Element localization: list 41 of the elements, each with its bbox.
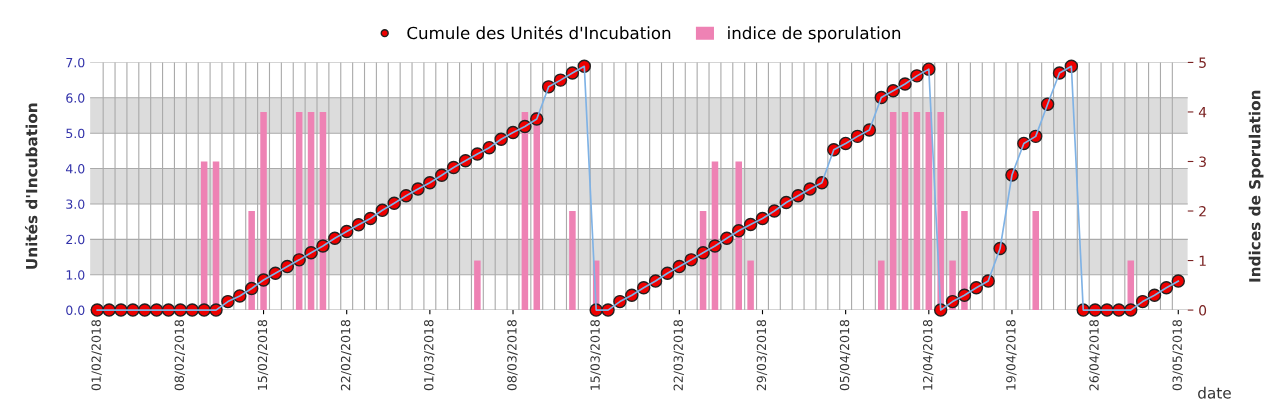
x-tick-label: 03/05/2018 [1172,319,1183,391]
x-tick-label: 15/03/2018 [590,319,601,390]
y2-tick-label: 0 [1199,305,1207,316]
legend-label: indice de sporulation [728,26,901,43]
y2-tick-label: 5 [1199,57,1206,68]
legend-label: Cumule des Unités d'Incubation [407,25,671,40]
y-tick-label: 3.0 [66,199,85,209]
x-tick-label: 08/02/2018 [174,319,185,391]
y2-axis-title: Indices de Sporulation [1248,90,1264,282]
y2-tick-label: 1 [1199,255,1206,266]
bar [747,260,754,311]
bar [569,211,576,311]
bar [901,111,909,311]
x-tick-label: 22/03/2018 [673,319,684,391]
x-tick-label: 15/02/2018 [257,319,269,390]
y-tick-label: 7.0 [66,57,85,68]
x-tick-label: 29/03/2018 [756,319,768,391]
y-tick-label: 1.0 [66,270,85,280]
y-tick-label: 5.0 [66,128,85,139]
y2-tick-label: 3 [1199,156,1206,167]
y2-tick-label: 4 [1198,107,1207,118]
bar [474,260,481,311]
x-axis-title: date [1198,386,1231,399]
x-tick-label: 12/04/2018 [922,319,934,390]
bar [889,111,897,311]
y-tick-label: 6.0 [66,93,85,103]
x-tick-label: 01/02/2018 [91,319,102,391]
y-tick-label: 0.0 [66,305,85,316]
bar [878,260,885,311]
x-tick-label: 22/02/2018 [340,319,352,391]
bar [1032,211,1039,311]
y-tick-label: 4.0 [65,164,85,174]
x-tick-label: 05/04/2018 [839,319,851,391]
x-tick-label: 01/03/2018 [424,319,435,391]
y2-tick-label: 2 [1199,205,1206,217]
bar [913,111,921,311]
y-axis-title: Unités d'Incubation [24,103,38,269]
y-tick-label: 2.0 [66,234,85,245]
x-tick-label: 08/03/2018 [507,319,518,391]
x-tick-label: 26/04/2018 [1089,319,1100,391]
x-tick-label: 19/04/2018 [1006,319,1017,390]
